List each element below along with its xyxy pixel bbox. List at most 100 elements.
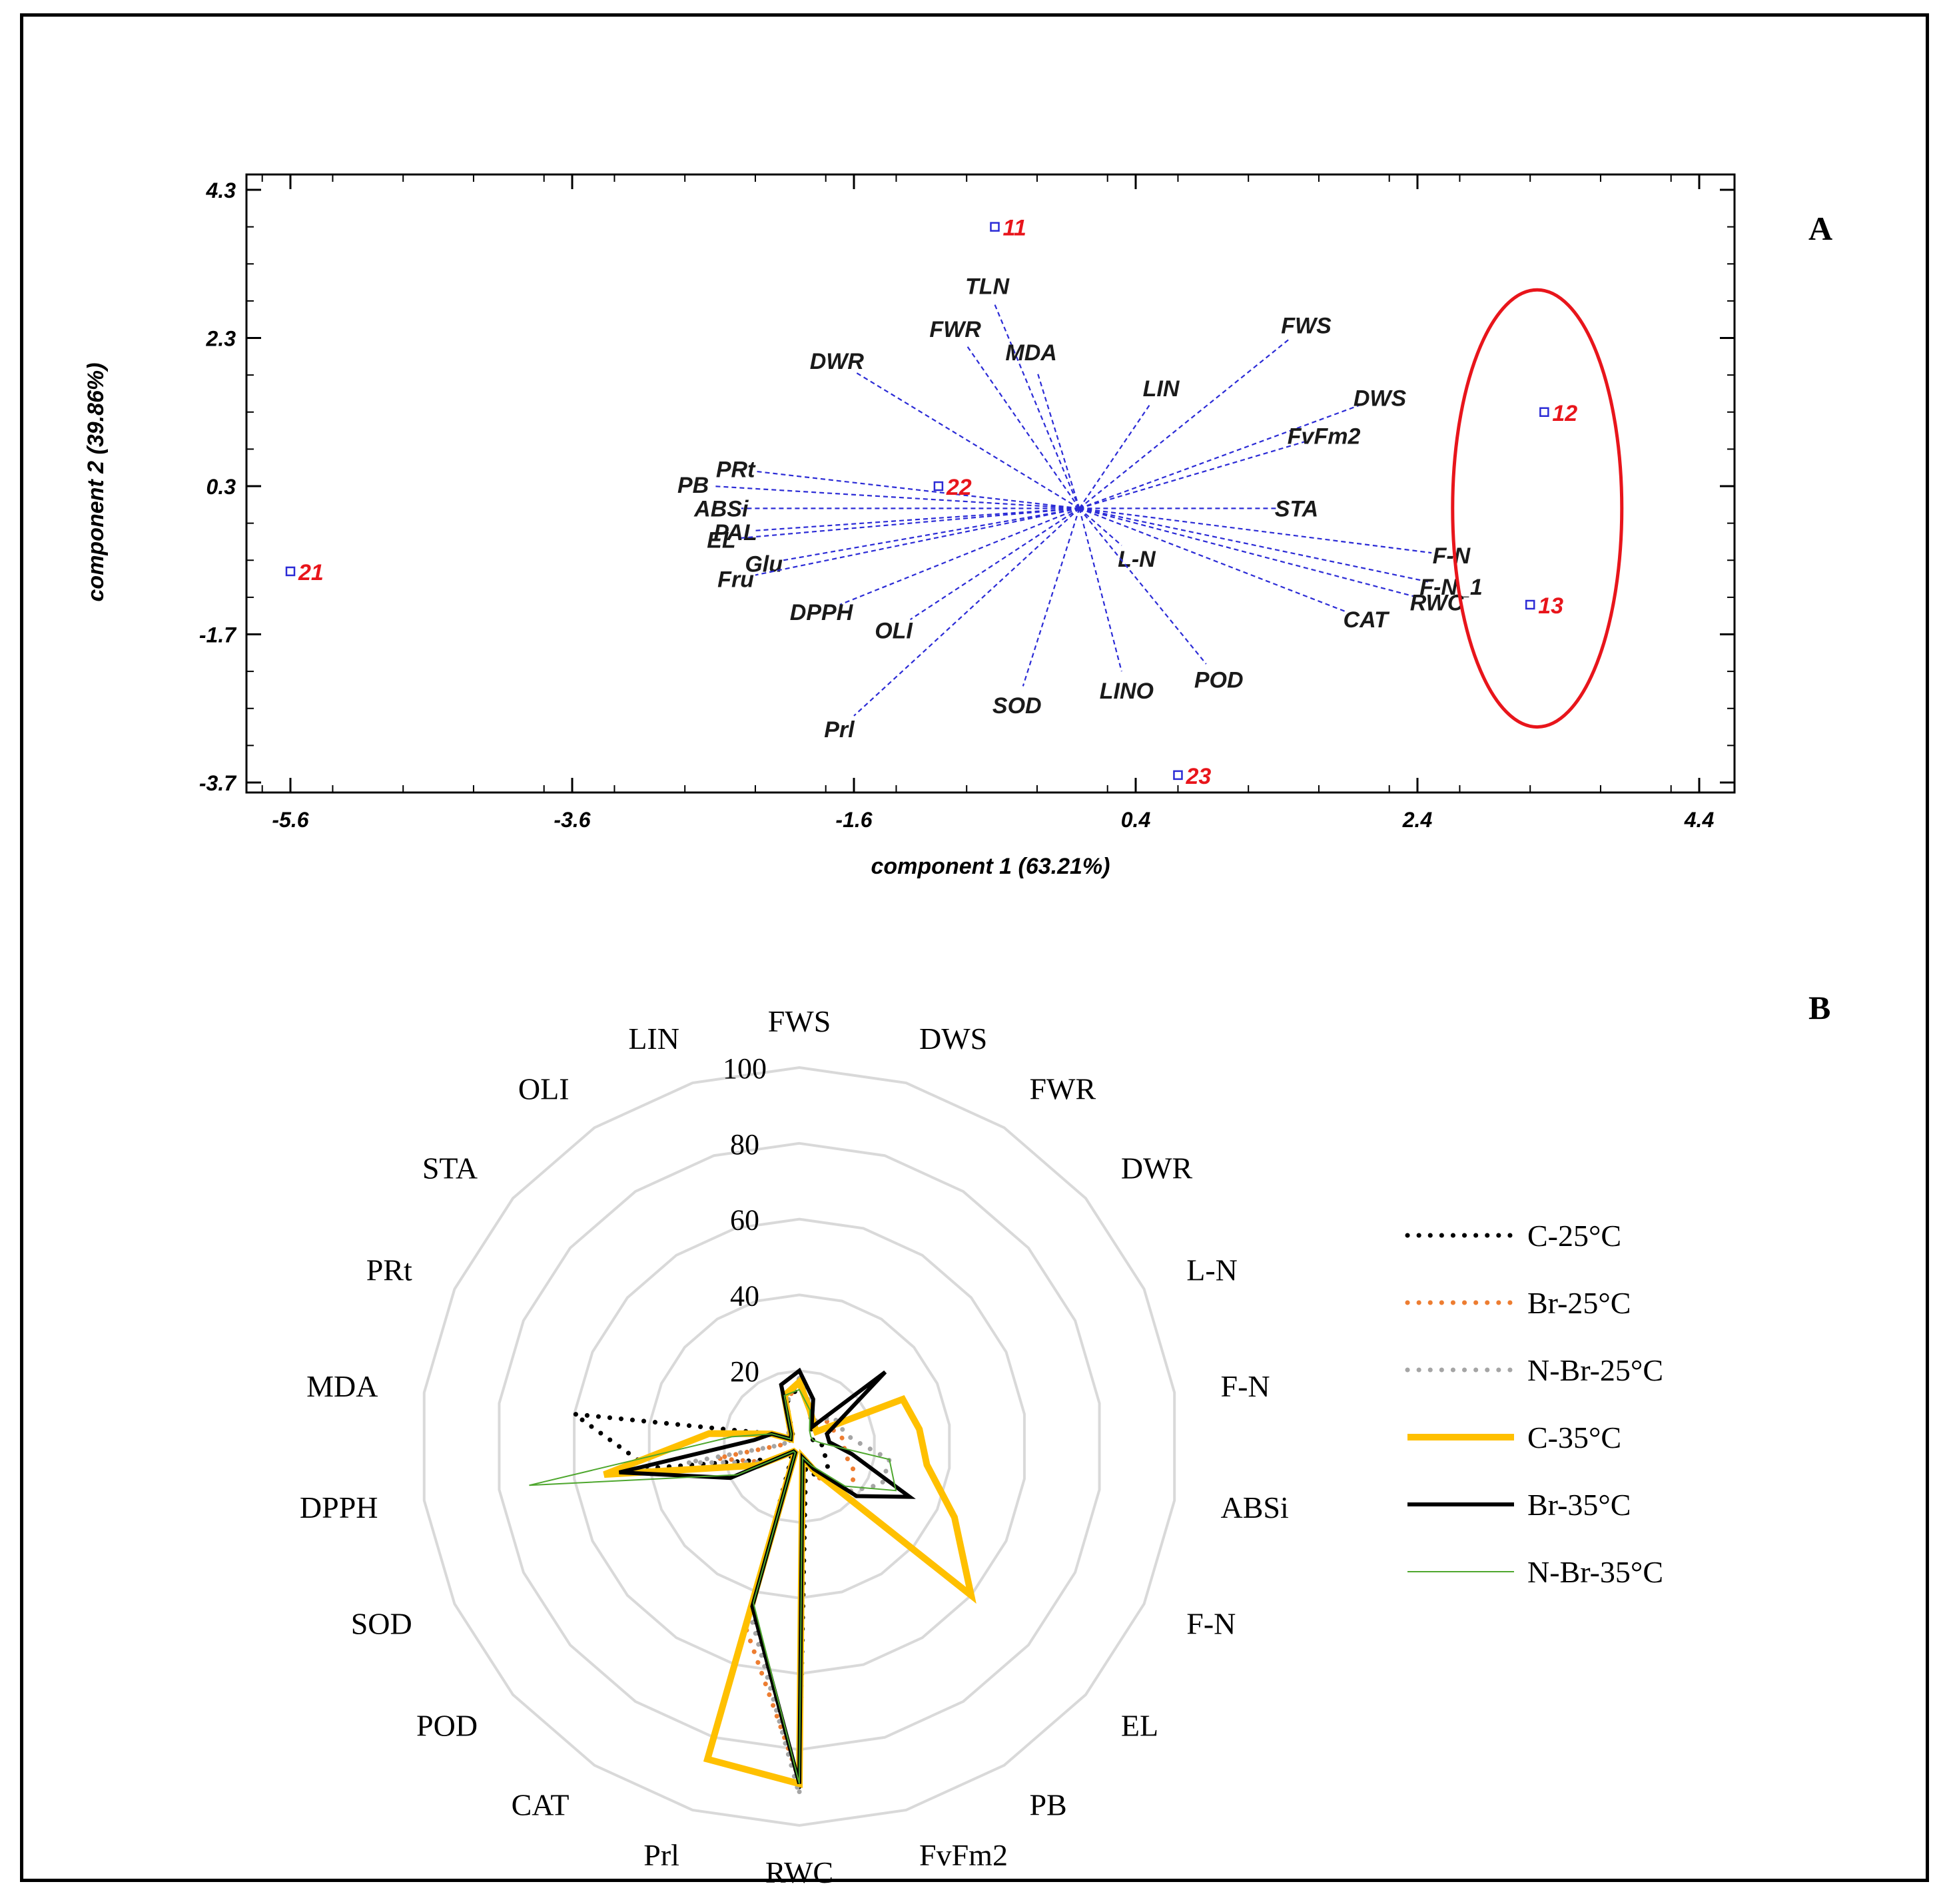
x-tick-label: 4.4 (1684, 808, 1715, 832)
radar-axis-label: EL (1121, 1708, 1158, 1742)
loading-label: STA (1275, 496, 1318, 521)
highlight-ellipse (1451, 288, 1624, 729)
x-tick-label: 0.4 (1121, 808, 1151, 832)
observation-marker (990, 222, 1000, 232)
loading-vector (1079, 507, 1418, 598)
radar-axis-label: FWS (768, 1004, 831, 1038)
loading-vector (713, 485, 1080, 509)
radar-axis-label: FWR (1029, 1072, 1096, 1106)
observation-label: 12 (1552, 401, 1577, 426)
loading-vector (1078, 337, 1292, 509)
loading-vector (1079, 441, 1306, 509)
legend-label: Br-25°C (1527, 1286, 1631, 1320)
radar-r-tick-label: 80 (730, 1128, 759, 1161)
loading-vector (755, 507, 1080, 576)
loading-label: FvFm2 (1288, 424, 1361, 450)
y-tick-label: 0.3 (206, 475, 236, 499)
loading-label: F-N (1433, 543, 1471, 569)
loading-label: LINO (1100, 679, 1154, 704)
radar-series (529, 1367, 976, 1796)
loading-vector (755, 507, 1080, 531)
loading-vector (1078, 507, 1122, 546)
observation-label: 21 (298, 560, 324, 585)
observation-marker (1525, 599, 1535, 610)
radar-axis-label: RWC (765, 1855, 833, 1889)
radar-r-tick-label: 100 (723, 1052, 767, 1085)
y-tick-label: 2.3 (206, 327, 236, 351)
radar-axis-label: DWR (1121, 1151, 1193, 1185)
loading-vector (994, 304, 1080, 509)
y-tick-label: 4.3 (206, 178, 236, 202)
y-tick-label: -1.7 (199, 623, 237, 647)
loading-vector (741, 507, 1080, 539)
radar-grid-ring (422, 1066, 1176, 1827)
radar-axis-label: PRt (366, 1253, 412, 1287)
radar-r-ticks: 20 40 60 80 100 (723, 1052, 767, 1388)
x-tick-label: -3.6 (554, 808, 590, 832)
radar-axis-label: FvFm2 (919, 1838, 1008, 1872)
radar-series-line (529, 1389, 897, 1784)
loading-label: PRt (716, 457, 756, 482)
radar-axis-label: OLI (518, 1072, 570, 1106)
loading-label: L-N (1118, 547, 1156, 572)
loading-vector (755, 470, 1080, 509)
radar-axis-label: POD (416, 1708, 478, 1742)
loading-label: OLI (875, 619, 913, 644)
radar-r-tick-label: 20 (730, 1355, 759, 1388)
biplot-plot-area (245, 173, 1736, 794)
loading-label: DWR (810, 349, 865, 374)
biplot-x-axis-label: component 1 (63.21%) (871, 854, 1110, 879)
biplot-observations: 11 12 13 21 22 23 (285, 216, 1577, 789)
observation-marker (1173, 770, 1183, 781)
loading-vector (1078, 508, 1122, 672)
radar-axis-label: F-N (1186, 1606, 1236, 1640)
loading-vector (853, 507, 1080, 717)
loading-label: DWS (1354, 386, 1407, 411)
loading-vector (966, 344, 1080, 509)
radar-axis-label: LIN (628, 1022, 679, 1056)
loading-vector (1079, 507, 1432, 583)
radar-axis-label: Prl (643, 1838, 679, 1872)
loading-label: PB (677, 473, 709, 498)
loading-vector (1036, 371, 1080, 509)
radar-axis-label: L-N (1186, 1253, 1238, 1287)
radar-legend: C-25°C Br-25°C N-Br-25°C C-35°C Br-35°C N-Br-… (1405, 1219, 1663, 1589)
legend-label: N-Br-35°C (1527, 1555, 1663, 1589)
figure-frame (20, 13, 1929, 1882)
radar-axis-labels: FWS DWS FWR DWR L-N F-N ABSi F-N EL PB FvFm2 RWC Prl… (300, 1004, 1289, 1889)
observation-label: 23 (1185, 764, 1211, 789)
loading-vector (1022, 508, 1080, 687)
loading-label: POD (1194, 667, 1244, 693)
loading-label: FWS (1281, 314, 1332, 339)
loading-vector (1079, 404, 1362, 509)
radar-axis-label: CAT (512, 1788, 570, 1822)
loading-vector (783, 507, 1080, 561)
radar-axis-label: PB (1029, 1788, 1066, 1822)
legend-label: C-25°C (1527, 1219, 1621, 1253)
loading-label: F-N_1 (1419, 575, 1482, 600)
loading-label: PAL (713, 520, 757, 545)
x-tick-label: 2.4 (1402, 808, 1433, 832)
radar-axis-label: SOD (351, 1606, 412, 1640)
loading-label: TLN (965, 274, 1010, 300)
loading-label: ABSi (693, 496, 749, 521)
loading-label: LIN (1143, 376, 1180, 402)
panel-a-letter: A (1808, 210, 1832, 247)
biplot-y-axis-label: component 2 (39.86%) (83, 363, 109, 602)
observation-label: 11 (1003, 216, 1026, 241)
radar-series-line (566, 1381, 831, 1789)
pca-biplot-panel: -5.6 -3.6 -1.6 0.4 2.4 4.4 4.3 2.3 0.3 -1.7 -3.7 T… (83, 173, 1832, 879)
loading-label: FWR (929, 317, 981, 342)
biplot-ticks: -5.6 -3.6 -1.6 0.4 2.4 4.4 4.3 2.3 0.3 -1.7 -3.7 (199, 174, 1735, 832)
radar-axis-label: DWS (919, 1022, 987, 1056)
panel-b-letter: B (1808, 989, 1830, 1026)
loading-label: EL (707, 527, 735, 553)
legend-label: Br-35°C (1527, 1488, 1631, 1522)
biplot-loadings: TLN FWR MDA DWR FWS DWS LIN FvFm2 STA PRt PBABSiPA… (677, 274, 1483, 743)
observation-marker (285, 566, 296, 577)
loading-vector (1078, 507, 1207, 665)
radar-axis-label: ABSi (1220, 1490, 1288, 1524)
loading-label: MDA (1005, 340, 1056, 366)
radar-axis-label: STA (422, 1151, 478, 1185)
